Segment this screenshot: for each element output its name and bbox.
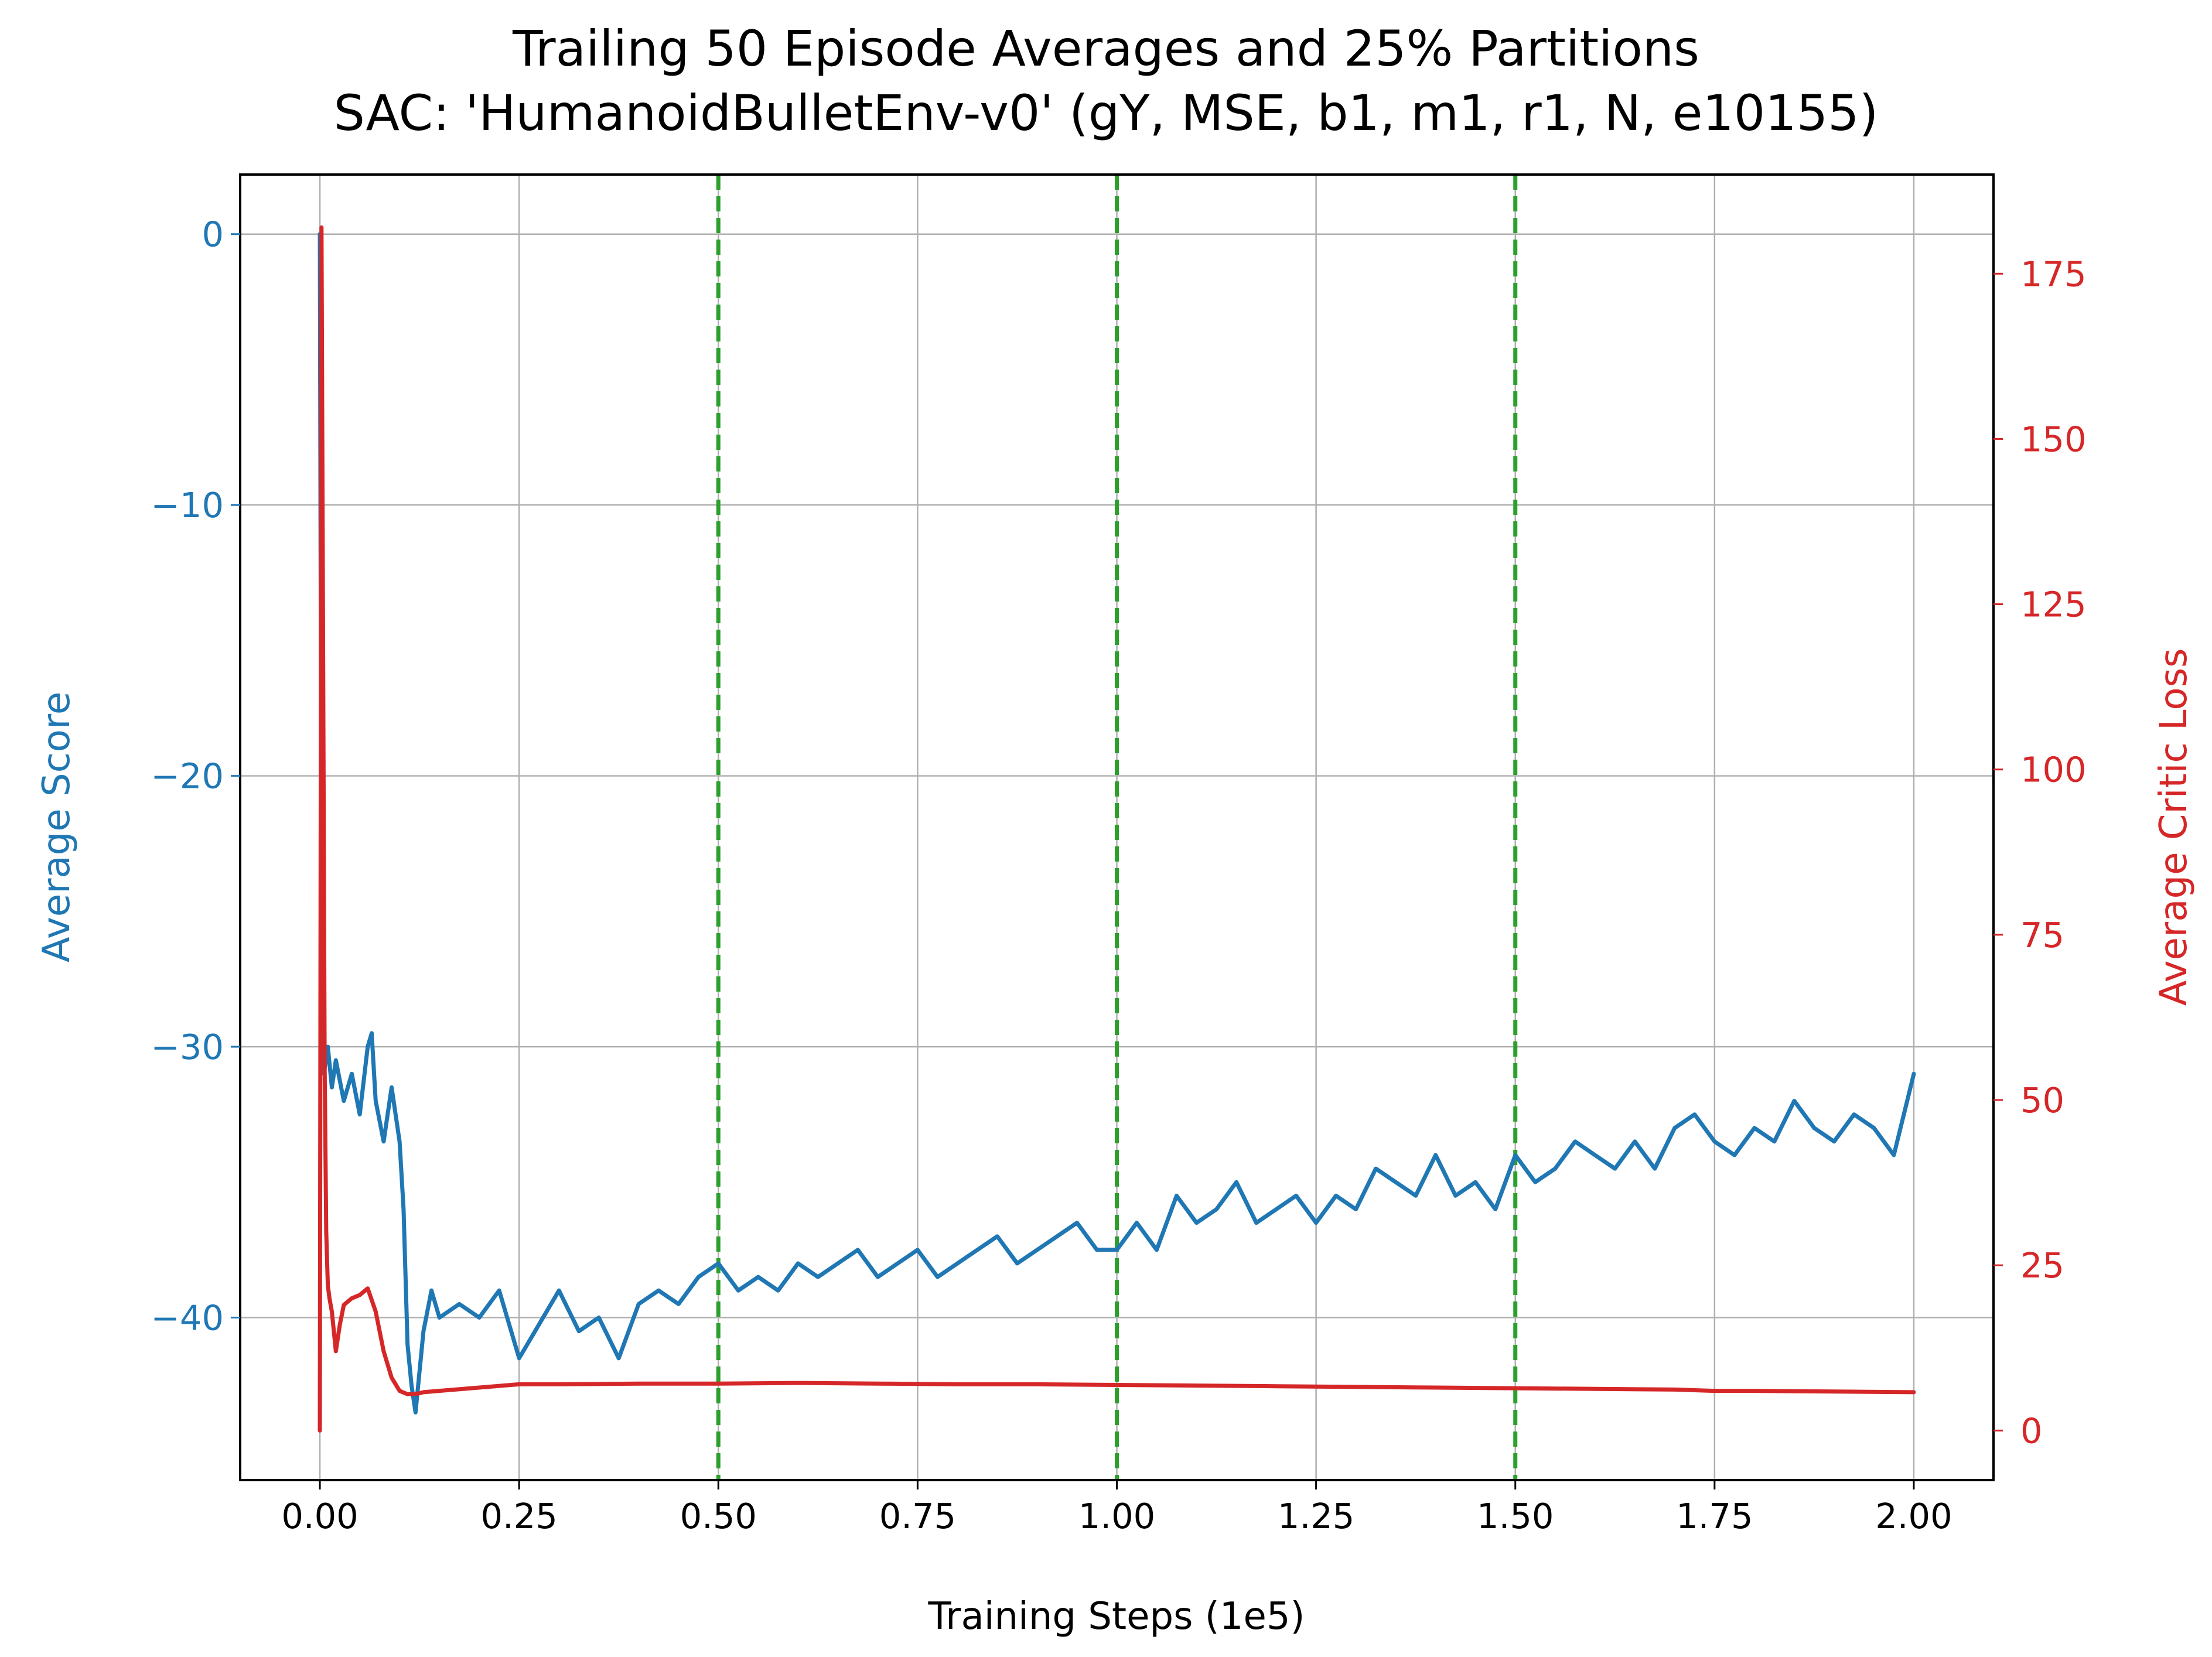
y-tick-label: −10: [151, 485, 224, 525]
y-axis-left: 0 −10 −20 −30 −40: [151, 214, 240, 1338]
x-tick-label: 1.50: [1477, 1496, 1554, 1536]
x-tick-label: 2.00: [1875, 1496, 1952, 1536]
y2-tick-label: 50: [2020, 1080, 2064, 1120]
y2-axis-label: Average Critic Loss: [2152, 648, 2196, 1006]
score-line: [318, 232, 1916, 1415]
x-tick-label: 0.75: [879, 1496, 956, 1536]
y2-tick-label: 100: [2020, 750, 2087, 790]
y2-tick-label: 0: [2020, 1410, 2043, 1451]
y-tick-label: −30: [151, 1027, 224, 1067]
y-axis-right: 0 25 50 75 100 125 150 175: [1993, 254, 2087, 1451]
x-tick-label: 1.00: [1078, 1496, 1155, 1536]
y2-tick-label: 175: [2020, 254, 2087, 294]
y2-tick-label: 150: [2020, 419, 2087, 459]
y2-tick-label: 125: [2020, 585, 2087, 625]
x-tick-label: 0.25: [480, 1496, 557, 1536]
y-tick-label: 0: [202, 214, 224, 255]
x-tick-label: 1.75: [1676, 1496, 1753, 1536]
y-axis-label: Average Score: [35, 692, 78, 962]
series: [318, 225, 1916, 1433]
y-tick-label: −20: [151, 756, 224, 797]
x-tick-label: 0.50: [680, 1496, 757, 1536]
x-tick-label: 0.00: [281, 1496, 358, 1536]
x-tick-label: 1.25: [1278, 1496, 1354, 1536]
y2-tick-label: 75: [2020, 915, 2064, 955]
y2-tick-label: 25: [2020, 1245, 2064, 1286]
x-axis-label: Training Steps (1e5): [927, 1595, 1305, 1638]
critic-loss-line: [318, 225, 1916, 1433]
chart-subtitle: SAC: 'HumanoidBulletEnv-v0' (gY, MSE, b1…: [334, 84, 1879, 142]
chart-title: Trailing 50 Episode Averages and 25% Par…: [512, 20, 1699, 77]
x-axis: 0.00 0.25 0.50 0.75 1.00 1.25 1.50 1.75 2.00: [281, 1480, 1952, 1536]
y-tick-label: −40: [151, 1298, 224, 1338]
